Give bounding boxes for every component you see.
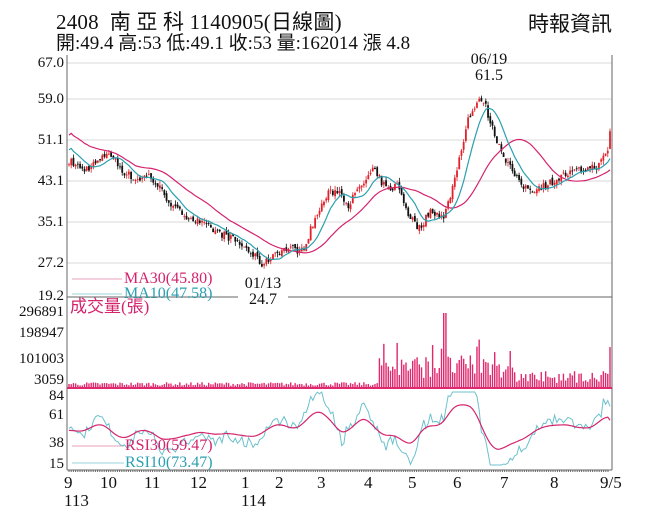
x-tick-month: 11 [144, 473, 161, 492]
ma10-legend: MA10(47.58) [124, 285, 213, 302]
x-tick-year: 113 [64, 491, 89, 510]
ma10-line [68, 107, 611, 261]
low-value-annotation: 24.7 [238, 292, 288, 308]
x-tick-month: 10 [100, 473, 117, 492]
rsi10-legend: RSI10(73.47) [125, 454, 213, 471]
volume-tick: 3059 [34, 372, 64, 388]
candlesticks [68, 95, 611, 269]
price-tick: 43.1 [37, 173, 64, 189]
rsi-tick: 61 [49, 407, 64, 423]
volume-tick: 198947 [19, 325, 64, 341]
chart-title: 2408 南 亞 科 1140905(日線圖) [56, 10, 342, 34]
rsi30-line [68, 404, 611, 450]
x-tick-year: 114 [241, 491, 266, 510]
high-value-annotation: 61.5 [475, 67, 503, 84]
x-tick-month: 7 [500, 473, 509, 492]
x-tick-month: 8 [550, 473, 559, 492]
ohlc-summary: 開:49.4 高:53 低:49.1 收:53 量:162014 漲 4.8 [56, 33, 411, 54]
rsi-tick: 15 [49, 456, 64, 472]
price-tick: 35.1 [37, 214, 64, 230]
price-tick: 51.1 [37, 132, 64, 148]
x-tick-month: 5 [408, 473, 417, 492]
price-gridlines [67, 62, 612, 264]
rsi-tick: 38 [49, 435, 64, 451]
x-tick-month: 6 [453, 473, 462, 492]
brand-label: 時報資訊 [528, 12, 612, 36]
ma30-line [68, 132, 611, 254]
price-tick: 27.2 [37, 255, 64, 271]
x-tick-month: 2 [275, 473, 284, 492]
high-date-annotation: 06/19 [470, 51, 508, 68]
x-tick-month: 3 [317, 473, 326, 492]
volume-tick: 296891 [19, 304, 64, 320]
volume-title: 成交量(張) [70, 297, 150, 316]
volume-tick: 101003 [19, 351, 64, 367]
x-tick-month: 1 [241, 473, 250, 492]
x-tick-month: 4 [364, 473, 373, 492]
x-tick-month: 9 [64, 473, 73, 492]
price-tick: 67.0 [37, 55, 64, 71]
low-date-annotation: 01/13 [244, 275, 282, 292]
ma30-legend: MA30(45.80) [124, 270, 213, 287]
x-tick-month: 9/5 [600, 473, 622, 492]
rsi30-legend: RSI30(59.47) [125, 437, 213, 454]
volume-bars [68, 313, 611, 388]
x-tick-month: 12 [190, 473, 207, 492]
price-tick: 19.2 [37, 288, 64, 304]
rsi-tick: 84 [49, 388, 64, 404]
price-tick: 59.0 [37, 91, 64, 107]
